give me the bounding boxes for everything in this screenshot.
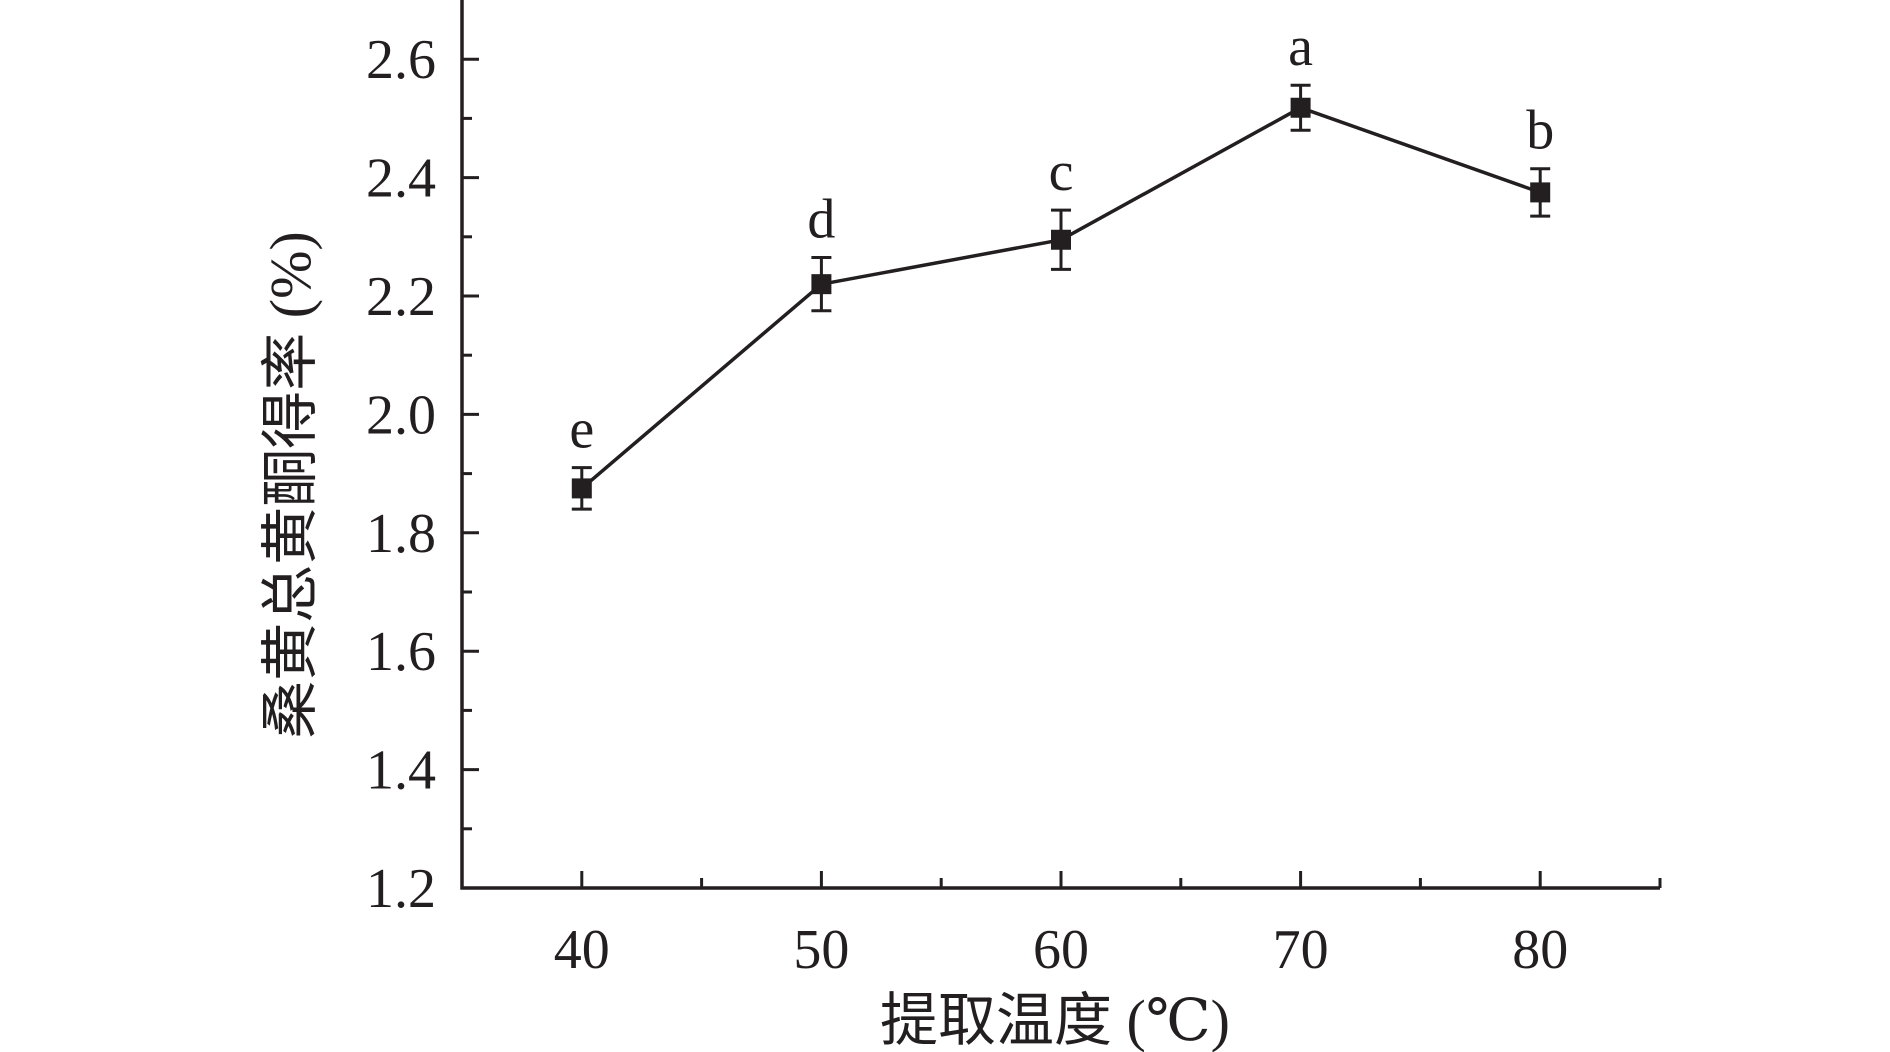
data-marker <box>1530 182 1551 203</box>
y-tick-label: 1.4 <box>366 740 436 802</box>
data-point <box>571 466 592 511</box>
significance-label: b <box>1526 100 1554 162</box>
data-marker <box>1051 229 1071 250</box>
x-tick-label: 40 <box>554 919 610 981</box>
y-tick-label: 2.0 <box>366 384 436 446</box>
significance-label: a <box>1288 16 1313 78</box>
x-tick-label: 70 <box>1273 919 1329 981</box>
data-point <box>1051 208 1071 271</box>
y-tick-label: 1.6 <box>366 621 436 683</box>
data-point <box>1290 83 1311 132</box>
x-axis-title: 提取温度 (℃) <box>880 988 1230 1052</box>
y-tick-label: 2.2 <box>366 266 436 328</box>
significance-label: d <box>807 189 835 251</box>
labels-layer: e d c a b <box>569 16 1554 460</box>
data-marker <box>571 478 592 499</box>
y-tick-label: 2.4 <box>366 148 436 210</box>
data-point <box>811 256 832 313</box>
series-layer <box>571 83 1551 511</box>
y-tick-label: 1.2 <box>366 858 436 920</box>
x-tick-label: 50 <box>793 919 849 981</box>
significance-label: e <box>569 399 594 461</box>
data-marker <box>811 274 832 295</box>
x-tick-label: 60 <box>1033 919 1089 981</box>
significance-label: c <box>1049 141 1074 203</box>
axes: 40 50 60 70 80 1.2 1.4 1.6 1.8 2.0 2.2 2.4 2.6 <box>366 0 1662 981</box>
data-marker <box>1290 97 1311 118</box>
data-point <box>1530 167 1551 218</box>
x-tick-label: 80 <box>1512 919 1568 981</box>
y-tick-label: 2.6 <box>366 29 436 91</box>
y-tick-label: 1.8 <box>366 503 436 565</box>
y-axis-title: 桑黄总黄酮得率 (%) <box>258 231 323 738</box>
